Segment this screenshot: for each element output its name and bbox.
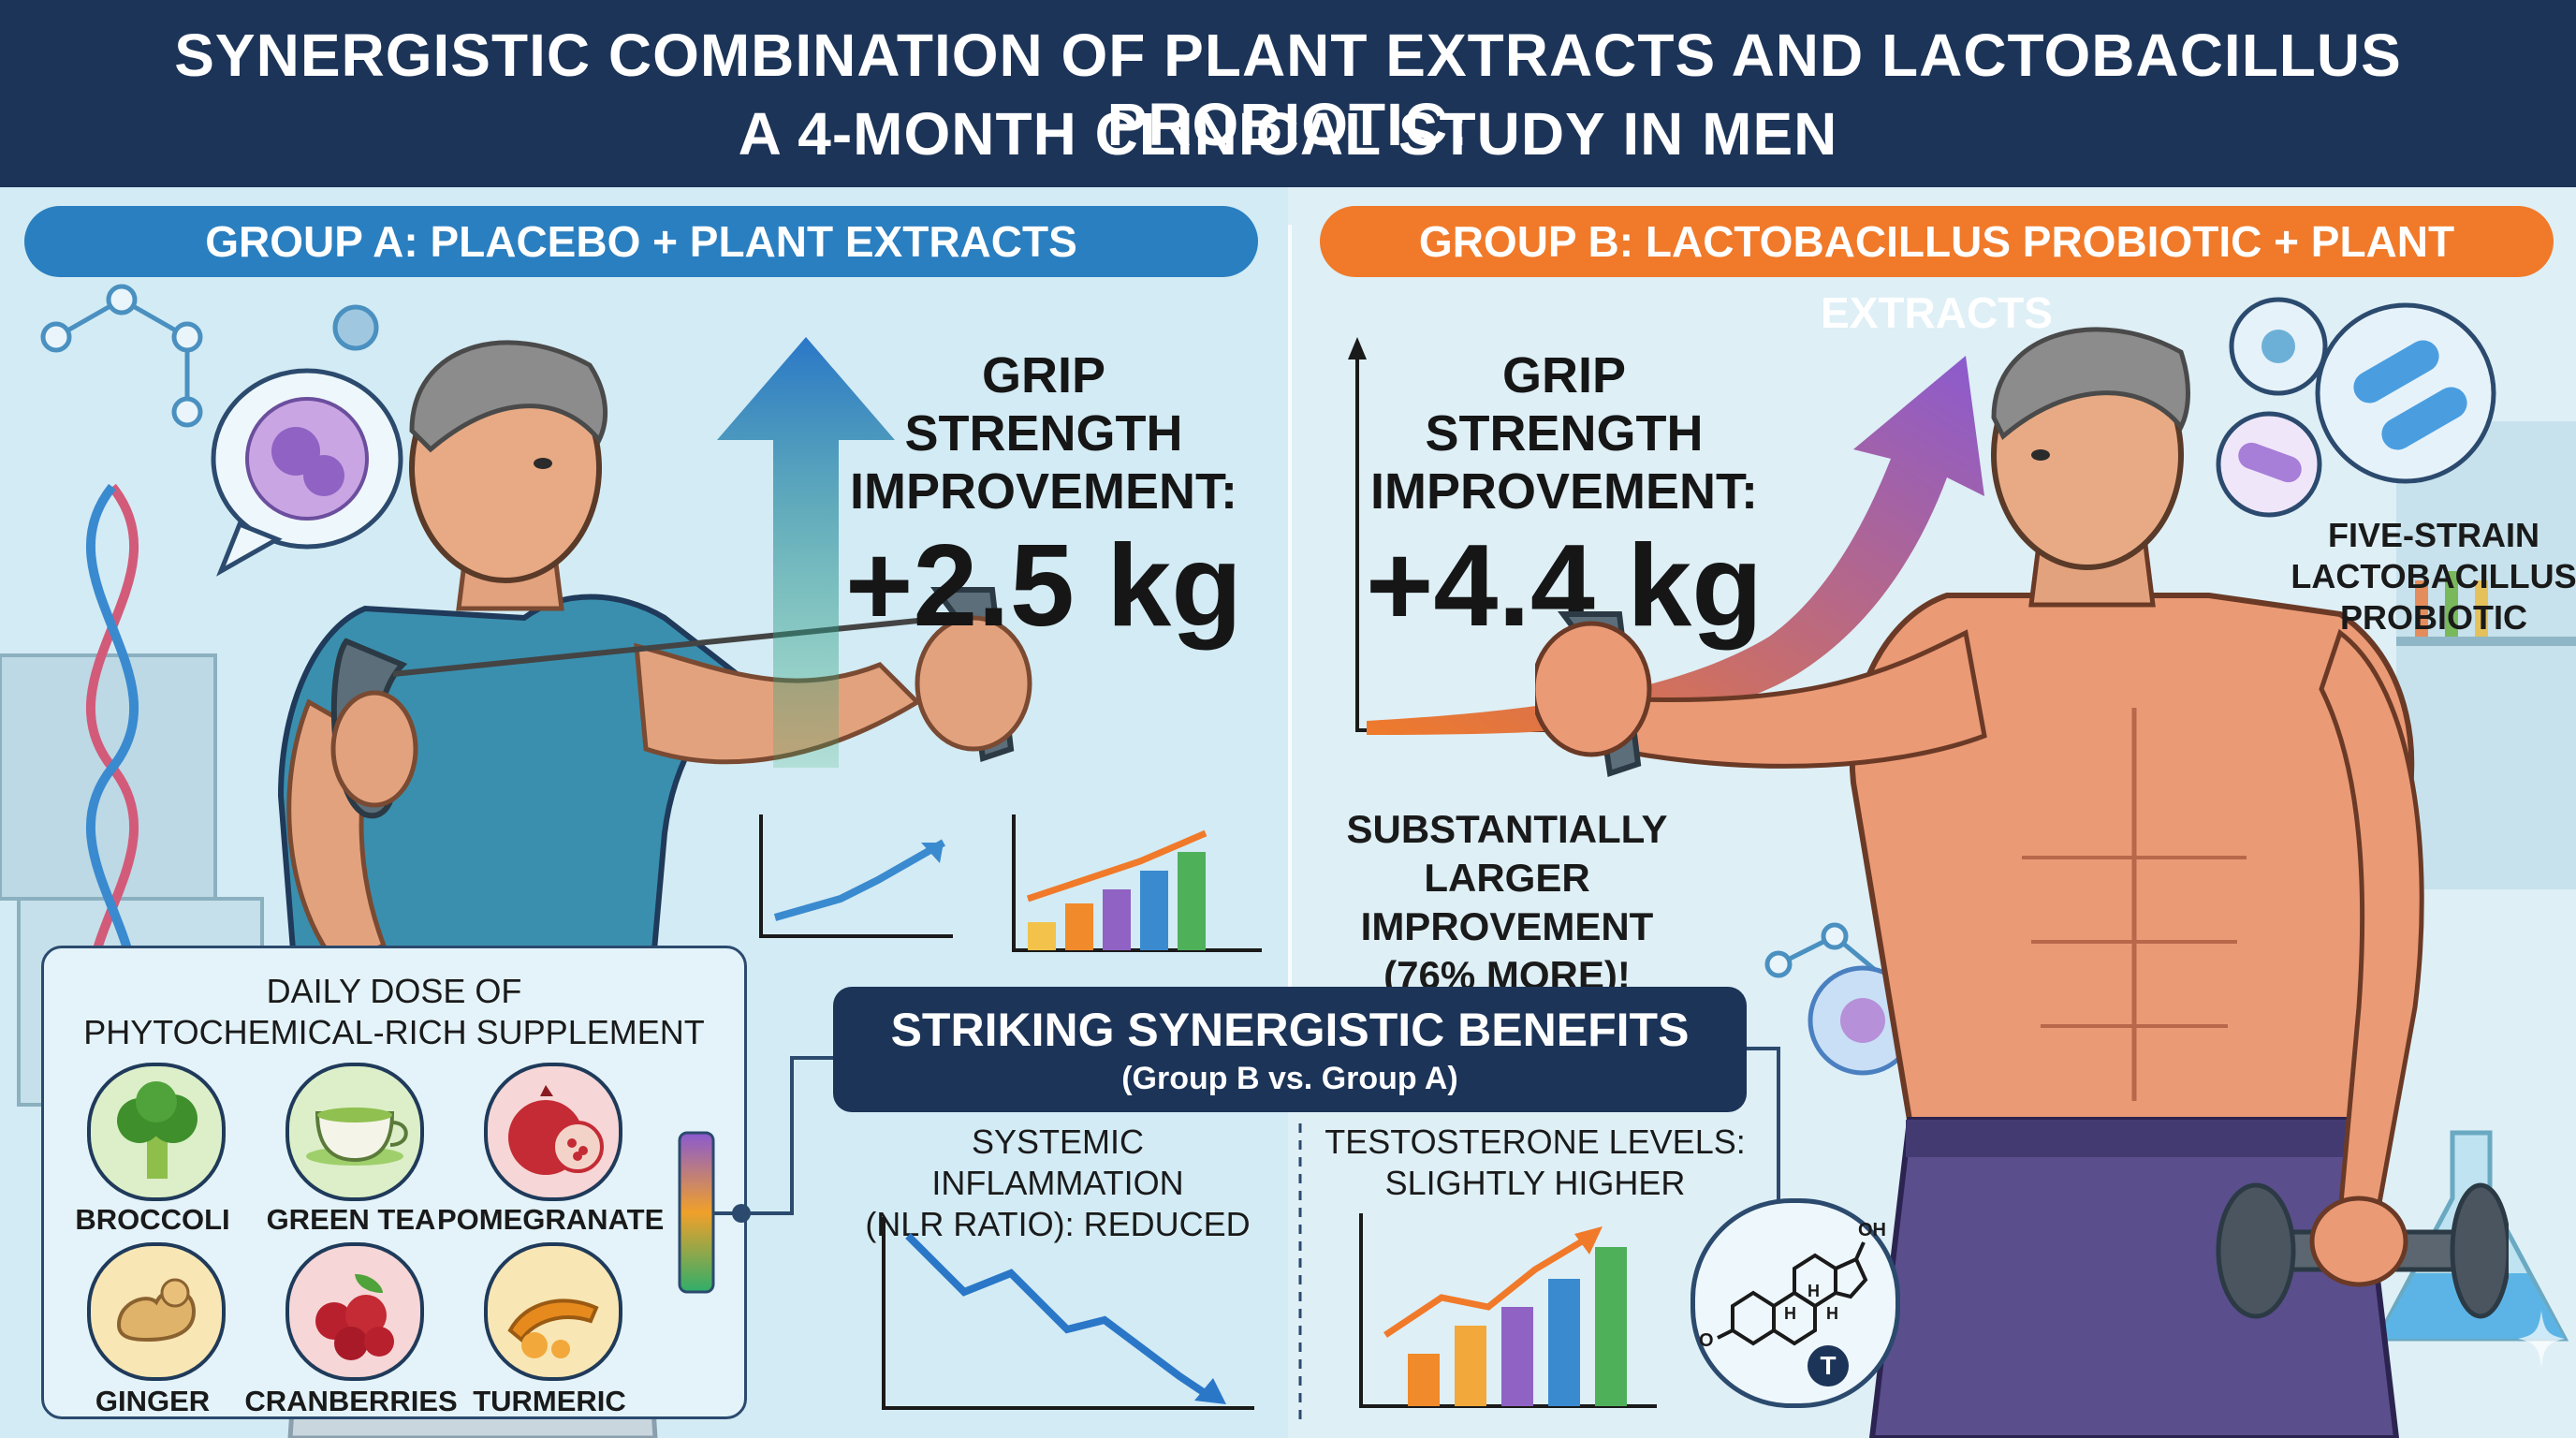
title-line-1: SYNERGISTIC COMBINATION OF PLANT EXTRACT… [174,22,2402,158]
turmeric-icon [484,1242,622,1381]
probiotic-label-2: LACTOBACILLUS [2291,557,2576,595]
group-a-grip-label-1: GRIP STRENGTH [904,347,1183,462]
group-b-banner: GROUP B: LACTOBACILLUS PROBIOTIC + PLANT… [1320,206,2554,337]
cranberries-icon [285,1242,424,1381]
supplement-title: DAILY DOSE OF PHYTOCHEMICAL-RICH SUPPLEM… [44,971,744,1053]
sparkle-icon [2518,1311,2565,1367]
inflammation-decrease-chart-icon [882,1217,1254,1410]
group-a-grip-value: +2.5 kg [845,521,1242,651]
testosterone-increase-chart-icon [1359,1213,1657,1408]
green-tea-icon [285,1063,424,1201]
inflammation-line-2: (NLR RATIO): REDUCED [865,1205,1251,1243]
molecule-oh-label: OH [1858,1220,1886,1240]
inflammation-line-1: SYSTEMIC INFLAMMATION [931,1123,1184,1202]
group-a-grip-result: GRIP STRENGTH IMPROVEMENT: +2.5 kg [842,346,1245,652]
pomegranate-label: POMEGRANATE [437,1203,665,1236]
group-b-grip-label-1: GRIP STRENGTH [1425,347,1704,462]
testosterone-line-2: SLIGHTLY HIGHER [1384,1164,1686,1202]
molecule-h-label-2: H [1784,1304,1796,1323]
probiotic-label: FIVE-STRAIN LACTOBACILLUS PROBIOTIC [2284,515,2576,638]
probiotic-bacteria-icon [2216,297,2496,518]
broccoli-label: BROCCOLI [75,1203,230,1236]
supplement-box: DAILY DOSE OF PHYTOCHEMICAL-RICH SUPPLEM… [41,946,747,1419]
probiotic-label-1: FIVE-STRAIN [2327,516,2539,554]
group-a-up-arrow-icon [717,337,895,768]
connector-line [678,1056,839,1294]
supplement-title-2: PHYTOCHEMICAL-RICH SUPPLEMENT [83,1013,705,1051]
benefits-divider [1298,1123,1302,1423]
molecule-h-label-3: H [1826,1304,1838,1323]
group-a-banner: GROUP A: PLACEBO + PLANT EXTRACTS [24,206,1258,277]
molecule-o-label: O [1699,1330,1714,1351]
testosterone-molecule-icon: OH H H H O T [1690,1198,1900,1408]
benefits-header: STRIKING SYNERGISTIC BENEFITS (Group B v… [833,987,1747,1112]
title-line-2: A 4-MONTH CLINICAL STUDY IN MEN [738,100,1838,168]
cranberries-label: CRANBERRIES [244,1385,458,1417]
probiotic-label-3: PROBIOTIC [2339,598,2527,637]
ginger-label: GINGER [95,1385,211,1417]
testosterone-line-1: TESTOSTERONE LEVELS: [1325,1123,1746,1161]
group-b-man-illustration [1535,327,2509,1438]
testosterone-label: TESTOSTERONE LEVELS: SLIGHTLY HIGHER [1320,1122,1750,1204]
group-b-grip-label-2: IMPROVEMENT: [1369,463,1759,520]
inflammation-label: SYSTEMIC INFLAMMATION (NLR RATIO): REDUC… [842,1122,1273,1245]
ginger-icon [87,1242,226,1381]
benefits-subtitle: (Group B vs. Group A) [1121,1061,1458,1096]
comparison-line-1: SUBSTANTIALLY [1346,807,1668,851]
comparison-line-2: LARGER IMPROVEMENT [1360,856,1654,948]
header: SYNERGISTIC COMBINATION OF PLANT EXTRACT… [0,0,2576,187]
broccoli-icon [87,1063,226,1201]
group-a-grip-label-2: IMPROVEMENT: [849,463,1238,520]
comparison-callout: SUBSTANTIALLY LARGER IMPROVEMENT (76% MO… [1282,805,1732,1000]
group-a-mini-charts-icon [759,814,1262,952]
pomegranate-icon [484,1063,622,1201]
testosterone-badge: T [1808,1345,1849,1387]
turmeric-label: TURMERIC [473,1385,626,1417]
molecule-h-label-1: H [1808,1282,1820,1300]
immune-cell-bubble-icon [211,368,403,577]
supplement-title-1: DAILY DOSE OF [266,972,522,1010]
benefits-title: STRIKING SYNERGISTIC BENEFITS [890,1004,1690,1056]
green-tea-label: GREEN TEA [266,1203,436,1236]
connector-line-right [1741,1047,1780,1217]
group-b-grip-result: GRIP STRENGTH IMPROVEMENT: +4.4 kg [1363,346,1765,652]
